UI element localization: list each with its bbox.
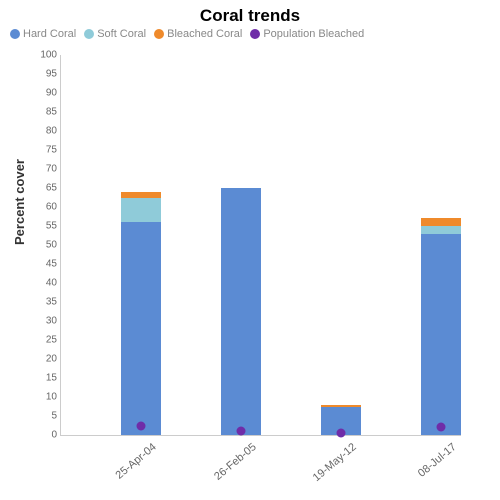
legend: Hard Coral Soft Coral Bleached Coral Popula… <box>0 28 500 40</box>
bar-segment <box>121 192 161 198</box>
legend-swatch <box>250 29 260 39</box>
bar-segment <box>421 226 461 234</box>
bar-segment <box>421 218 461 226</box>
population-bleached-dot <box>437 423 446 432</box>
y-tick-label: 30 <box>27 316 61 327</box>
legend-label: Population Bleached <box>263 28 364 40</box>
y-tick-label: 75 <box>27 145 61 156</box>
population-bleached-dot <box>137 421 146 430</box>
y-tick-label: 20 <box>27 354 61 365</box>
y-tick-label: 25 <box>27 335 61 346</box>
y-tick-label: 100 <box>27 50 61 61</box>
y-tick-label: 5 <box>27 411 61 422</box>
y-axis-label: Percent cover <box>12 159 27 245</box>
bar-segment <box>321 405 361 407</box>
y-tick-label: 65 <box>27 183 61 194</box>
y-tick-label: 10 <box>27 392 61 403</box>
chart-plot-area: 0510152025303540455055606570758085909510… <box>60 55 461 436</box>
population-bleached-dot <box>337 429 346 438</box>
y-tick-label: 15 <box>27 373 61 384</box>
legend-label: Bleached Coral <box>167 28 242 40</box>
y-tick-label: 40 <box>27 278 61 289</box>
bar-segment <box>421 234 461 435</box>
y-tick-label: 35 <box>27 297 61 308</box>
y-tick-label: 50 <box>27 240 61 251</box>
bar-segment <box>121 222 161 435</box>
y-tick-label: 85 <box>27 107 61 118</box>
legend-swatch <box>154 29 164 39</box>
x-tick-label: 08-Jul-17 <box>405 441 459 489</box>
legend-item: Population Bleached <box>250 28 364 40</box>
x-tick-label: 25-Apr-04 <box>105 441 159 489</box>
legend-swatch <box>84 29 94 39</box>
y-tick-label: 95 <box>27 69 61 80</box>
x-tick-label: 19-May-12 <box>305 441 359 489</box>
bar-segment <box>221 188 261 435</box>
y-tick-label: 70 <box>27 164 61 175</box>
y-tick-label: 80 <box>27 126 61 137</box>
chart-title: Coral trends <box>0 0 500 26</box>
legend-label: Soft Coral <box>97 28 146 40</box>
y-tick-label: 55 <box>27 221 61 232</box>
legend-swatch <box>10 29 20 39</box>
x-tick-label: 26-Feb-05 <box>205 441 259 489</box>
legend-item: Hard Coral <box>10 28 76 40</box>
legend-item: Bleached Coral <box>154 28 242 40</box>
y-tick-label: 0 <box>27 430 61 441</box>
y-tick-label: 90 <box>27 88 61 99</box>
legend-label: Hard Coral <box>23 28 76 40</box>
y-tick-label: 60 <box>27 202 61 213</box>
population-bleached-dot <box>237 427 246 436</box>
bar-segment <box>121 198 161 223</box>
y-tick-label: 45 <box>27 259 61 270</box>
legend-item: Soft Coral <box>84 28 146 40</box>
